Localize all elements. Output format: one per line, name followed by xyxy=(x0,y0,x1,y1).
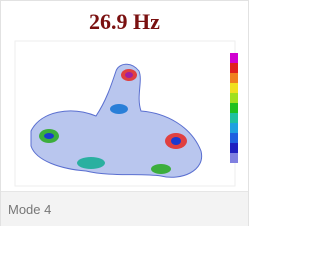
image-title: 26.9 Hz xyxy=(1,9,248,35)
color-legend xyxy=(230,53,238,163)
caption: Mode 4 xyxy=(8,202,51,217)
caption-bar: Mode 4 xyxy=(1,191,248,226)
gallery-card[interactable]: 26.9 Hz Mode 4 xyxy=(0,0,249,226)
page: 26.9 Hz Mode 4 (() => { const data = JSO… xyxy=(0,0,249,270)
